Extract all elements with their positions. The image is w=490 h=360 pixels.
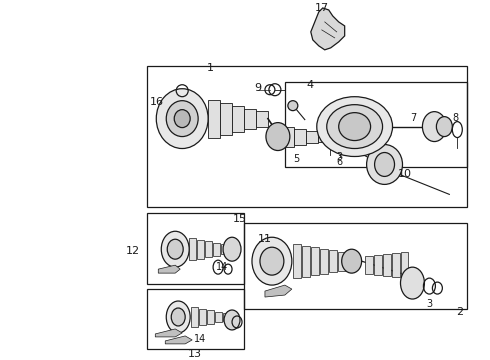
Ellipse shape xyxy=(422,112,446,141)
Ellipse shape xyxy=(223,237,241,261)
Bar xyxy=(244,109,256,129)
Ellipse shape xyxy=(167,239,183,259)
Bar xyxy=(293,244,301,278)
Text: 16: 16 xyxy=(150,97,164,107)
Polygon shape xyxy=(158,265,180,273)
Bar xyxy=(208,100,220,138)
Bar xyxy=(199,309,206,325)
Bar xyxy=(311,247,319,275)
Bar xyxy=(400,252,409,278)
Ellipse shape xyxy=(400,267,424,299)
Text: 13: 13 xyxy=(188,349,202,359)
Text: 10: 10 xyxy=(397,170,412,179)
Bar xyxy=(147,289,244,349)
Polygon shape xyxy=(165,336,192,344)
Bar xyxy=(215,311,222,323)
Ellipse shape xyxy=(252,237,292,285)
Ellipse shape xyxy=(266,123,290,150)
Text: 8: 8 xyxy=(452,113,458,123)
Bar xyxy=(318,131,330,141)
Text: 9: 9 xyxy=(254,83,262,93)
Ellipse shape xyxy=(166,301,190,333)
Ellipse shape xyxy=(317,97,392,157)
Text: 3: 3 xyxy=(426,299,433,309)
Bar xyxy=(320,249,328,274)
Bar xyxy=(365,256,372,274)
Bar xyxy=(207,310,214,324)
Polygon shape xyxy=(311,8,344,50)
Bar xyxy=(147,213,244,284)
Bar xyxy=(221,244,228,254)
Bar xyxy=(282,127,294,147)
Bar xyxy=(256,111,268,127)
Bar xyxy=(338,252,345,271)
Ellipse shape xyxy=(374,153,394,176)
Bar xyxy=(306,131,318,143)
Polygon shape xyxy=(155,329,182,337)
Ellipse shape xyxy=(339,113,370,140)
Ellipse shape xyxy=(161,231,189,267)
Ellipse shape xyxy=(174,110,190,127)
Bar xyxy=(147,66,467,207)
Ellipse shape xyxy=(260,247,284,275)
Text: 6: 6 xyxy=(337,157,343,167)
Bar xyxy=(294,129,306,144)
Text: 14: 14 xyxy=(216,262,228,272)
Bar xyxy=(191,307,198,327)
Text: 12: 12 xyxy=(126,246,141,256)
Text: 1: 1 xyxy=(207,63,214,73)
Ellipse shape xyxy=(171,308,185,326)
Text: 4: 4 xyxy=(306,80,313,90)
Text: 11: 11 xyxy=(258,234,272,244)
Bar xyxy=(383,254,391,276)
Ellipse shape xyxy=(166,101,198,136)
Text: 17: 17 xyxy=(315,3,329,13)
Ellipse shape xyxy=(437,117,452,136)
Ellipse shape xyxy=(224,310,240,330)
Bar xyxy=(302,246,310,276)
Bar xyxy=(392,253,399,277)
Bar xyxy=(197,240,204,259)
Ellipse shape xyxy=(156,89,208,149)
Text: 7: 7 xyxy=(410,113,416,123)
Bar xyxy=(205,241,212,257)
Bar xyxy=(213,243,220,256)
Ellipse shape xyxy=(327,105,383,149)
Bar xyxy=(223,313,230,321)
Text: 14: 14 xyxy=(194,334,206,344)
Ellipse shape xyxy=(288,101,298,111)
Polygon shape xyxy=(265,285,292,297)
Text: 5: 5 xyxy=(293,154,299,165)
Bar xyxy=(244,223,467,309)
Bar xyxy=(220,103,232,135)
Bar xyxy=(329,250,337,272)
Text: 15: 15 xyxy=(233,214,247,224)
Text: 3: 3 xyxy=(337,153,343,162)
Ellipse shape xyxy=(342,249,362,273)
Bar xyxy=(285,82,467,167)
Bar xyxy=(232,106,244,131)
Bar xyxy=(373,255,382,275)
Ellipse shape xyxy=(367,144,402,184)
Bar xyxy=(189,238,196,260)
Text: 2: 2 xyxy=(456,307,463,317)
